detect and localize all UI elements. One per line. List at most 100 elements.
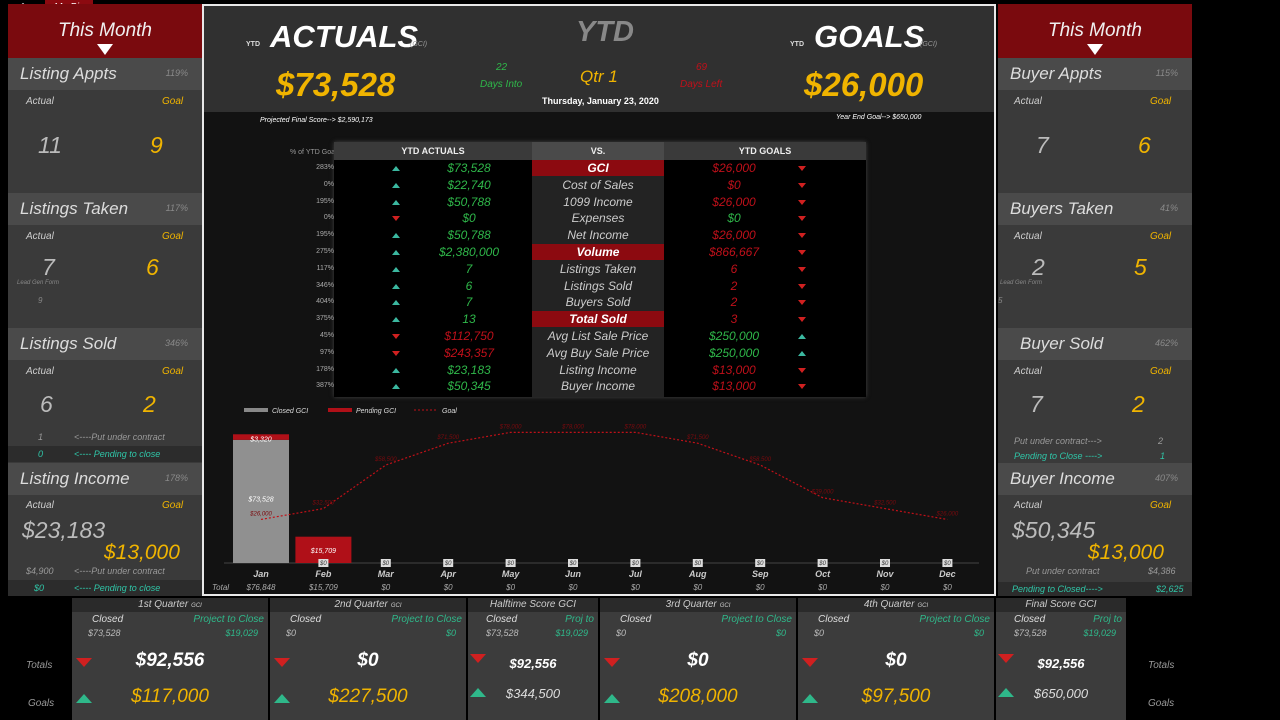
- up-arrow-icon: [392, 199, 400, 205]
- goal-value: $13,000: [104, 541, 180, 564]
- goals-column-header: YTD GOALS: [664, 142, 866, 160]
- legend-label: Closed GCI: [272, 408, 308, 415]
- up-arrow-icon: [392, 384, 400, 390]
- projection-label: Project to Close: [391, 614, 462, 625]
- under-contract-label: Put under contract--->: [1014, 436, 1102, 446]
- goal-value: 5: [1134, 254, 1147, 280]
- down-arrow-icon: [798, 182, 806, 188]
- projection-value: $19,029: [225, 628, 258, 638]
- month-total: $15,709: [308, 583, 338, 592]
- closed-label: Closed: [818, 614, 850, 625]
- section-pct: 178%: [164, 473, 188, 483]
- goal-line: [260, 431, 948, 521]
- zero-value-label: $0: [569, 561, 577, 567]
- closed-value: $0: [286, 628, 297, 638]
- up-arrow-icon: [392, 300, 400, 306]
- month-total: $0: [880, 583, 890, 592]
- goal-cell: 3: [730, 312, 738, 327]
- quarter-box: Halftime Score GCI Closed $73,528 Proj to $1…: [468, 598, 598, 720]
- quarter-label: Qtr 1: [580, 67, 618, 86]
- quarter-title-text: Halftime Score GCI: [489, 599, 577, 610]
- goal-label: $78,000: [561, 424, 584, 430]
- quarter-total: $0: [885, 650, 907, 671]
- goal-cell: $26,000: [712, 161, 756, 175]
- actual-value: $50,345: [1012, 517, 1096, 543]
- section-name: Listing Appts: [20, 64, 117, 83]
- days-into-label: Days Into: [480, 79, 523, 90]
- down-arrow-icon: [1087, 44, 1103, 55]
- monthly-gci-chart: Closed GCI Pending GCI Goal $73,528 $3,320 Ja…: [212, 408, 979, 592]
- lead-gen-label: Lead Gen Form: [1000, 280, 1043, 286]
- quarter-title: Halftime Score GCI: [468, 598, 598, 612]
- goal-label: Goal: [1150, 500, 1172, 511]
- metric-label: Buyers Sold: [565, 295, 631, 310]
- closed-value: $0: [616, 628, 627, 638]
- metric-label: 1099 Income: [563, 194, 633, 209]
- section-pct: 407%: [1154, 473, 1178, 483]
- pct-cell: 404%: [316, 298, 334, 306]
- actual-cell: $112,750: [444, 329, 494, 343]
- down-arrow-icon: [798, 317, 806, 323]
- under-contract-label: <----Put under contract: [74, 566, 165, 576]
- actual-value: 2: [1032, 254, 1045, 280]
- actuals-value: $73,528: [276, 66, 396, 103]
- pending-label: <---- Pending to close: [74, 583, 161, 593]
- pct-cell: 0%: [323, 214, 334, 222]
- up-arrow-icon: [392, 233, 400, 239]
- goal-value: $13,000: [1088, 541, 1164, 564]
- pct-cell: 178%: [316, 365, 334, 373]
- down-arrow-icon: [604, 658, 620, 667]
- up-arrow-icon: [392, 367, 400, 373]
- section-pct: 346%: [164, 338, 188, 348]
- listings-taken-header: Listings Taken 117%: [8, 193, 202, 225]
- closed-label: Closed: [290, 614, 322, 625]
- month-label: Sep: [752, 569, 769, 579]
- goal-label: $26,000: [249, 511, 272, 517]
- totals-row-label: Totals: [26, 660, 53, 671]
- table-row: 7 Listings Taken 6: [334, 261, 866, 277]
- actual-label: Actual: [1014, 231, 1042, 242]
- actual-cell: 13: [462, 312, 476, 327]
- goal-label: $58,500: [374, 457, 397, 463]
- down-arrow-icon: [470, 654, 486, 663]
- zero-value-marker: [443, 559, 454, 567]
- metric-label: Total Sold: [532, 311, 664, 328]
- closed-label: Closed: [1014, 614, 1046, 625]
- metric-label: Listing Income: [559, 362, 637, 377]
- pct-cell: 346%: [316, 281, 334, 289]
- pending-label: Pending to Closed---->: [1012, 584, 1103, 594]
- ytd-header: YTD ACTUALS (GCI) $73,528 Projected Fina…: [204, 6, 994, 124]
- zero-value-marker: [692, 559, 703, 567]
- goals-value: $26,000: [804, 66, 924, 103]
- zero-value-label: $0: [881, 561, 889, 567]
- goals-row-label: Goals: [28, 698, 55, 709]
- projection-value: $0: [775, 628, 786, 638]
- actuals-title: ACTUALS: [270, 19, 419, 54]
- quarter-goal: $208,000: [658, 686, 738, 707]
- quarter-title-sub: GCI: [191, 603, 202, 609]
- closed-value: $0: [814, 628, 825, 638]
- table-row: $50,788 1099 Income $26,000: [334, 194, 866, 210]
- table-row: 7 Buyers Sold 2: [334, 294, 866, 310]
- zero-value-marker: [380, 559, 391, 567]
- down-arrow-icon: [798, 283, 806, 289]
- left-panel-header: This Month: [8, 4, 202, 58]
- month-total: $0: [630, 583, 640, 592]
- pending-label: Pending to Close ---->: [1014, 451, 1103, 461]
- pct-cell: 0%: [323, 180, 334, 188]
- actual-value: 7: [1030, 391, 1043, 417]
- goal-label: $78,000: [499, 424, 522, 430]
- metric-label: Cost of Sales: [562, 177, 634, 192]
- comparison-table: YTD ACTUALS VS. YTD GOALS $73,528 GCI $26,…: [334, 142, 866, 397]
- month-total: $0: [443, 583, 453, 592]
- quarter-title: 3rd Quarter GCI: [600, 598, 796, 612]
- month-label: Jun: [565, 569, 582, 579]
- goal-cell: $13,000: [712, 379, 756, 394]
- up-arrow-icon: [998, 688, 1014, 697]
- totals-label: Total: [212, 583, 229, 592]
- goal-cell: $250,000: [708, 329, 760, 343]
- section-name: Buyer Appts: [1010, 64, 1102, 83]
- pending-bar-label: $3,320: [249, 436, 272, 443]
- actual-value: 11: [38, 132, 62, 158]
- month-total: $0: [942, 583, 952, 592]
